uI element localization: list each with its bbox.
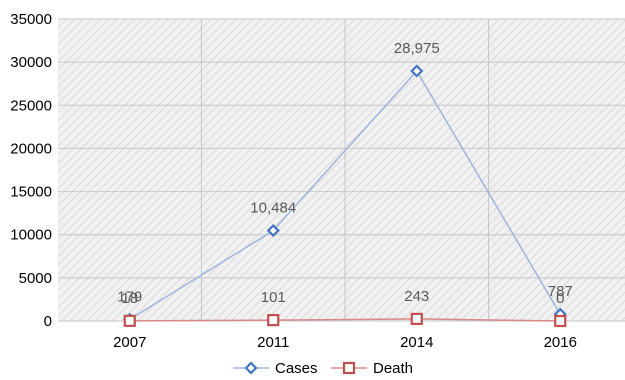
y-tick-label: 20000 bbox=[10, 140, 52, 157]
data-label-death: 0 bbox=[556, 290, 564, 307]
series-line-cases bbox=[129, 69, 561, 321]
series bbox=[123, 64, 567, 328]
legend-marker bbox=[342, 361, 356, 375]
y-tick-label: 0 bbox=[44, 313, 52, 330]
plot-area bbox=[58, 19, 625, 321]
series-line-death bbox=[129, 318, 561, 322]
data-point-death bbox=[410, 312, 423, 326]
grid bbox=[58, 18, 625, 322]
data-label-death: 18 bbox=[121, 290, 138, 307]
y-tick-label: 15000 bbox=[10, 184, 52, 201]
legend: Cases Death bbox=[233, 360, 413, 377]
data-labels: 179 10,484 28,975 787 18 101 243 0 bbox=[117, 40, 573, 307]
data-point-death bbox=[554, 314, 567, 328]
data-label-cases: 787 bbox=[548, 283, 573, 300]
data-label-death: 101 bbox=[261, 289, 286, 306]
legend-label: Death bbox=[373, 360, 413, 375]
x-tick-label: 2011 bbox=[257, 334, 289, 351]
y-tick-label: 5000 bbox=[19, 270, 52, 287]
y-tick-label: 35000 bbox=[10, 11, 52, 28]
x-tick-label: 2016 bbox=[544, 334, 577, 351]
data-label-cases: 179 bbox=[117, 288, 142, 305]
y-tick-label: 30000 bbox=[10, 54, 52, 71]
legend-item-cases: Cases bbox=[233, 360, 318, 377]
legend-marker bbox=[244, 361, 258, 375]
data-point-death bbox=[123, 314, 136, 327]
axes: 0 5000 10000 15000 20000 25000 30000 35000 2007 2… bbox=[10, 11, 577, 351]
y-tick-label: 10000 bbox=[10, 227, 52, 244]
y-tick-label: 25000 bbox=[10, 97, 52, 114]
legend-item-death: Death bbox=[331, 360, 413, 377]
data-label-cases: 28,975 bbox=[394, 40, 440, 57]
data-label-death: 243 bbox=[404, 288, 429, 305]
data-point-cases bbox=[266, 223, 280, 238]
legend-label: Cases bbox=[275, 360, 318, 375]
data-point-cases bbox=[410, 64, 424, 78]
x-tick-label: 2007 bbox=[113, 334, 146, 351]
data-point-death bbox=[267, 314, 280, 327]
x-tick-label: 2014 bbox=[400, 334, 433, 351]
data-label-cases: 10,484 bbox=[250, 200, 296, 217]
